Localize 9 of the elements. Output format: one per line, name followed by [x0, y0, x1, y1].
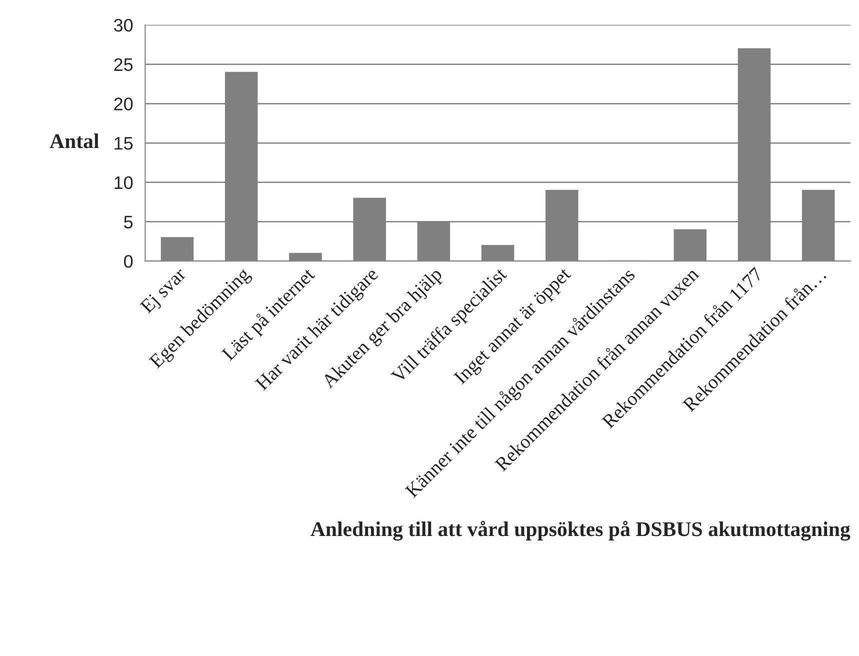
y-tick-label: 10	[114, 176, 133, 190]
y-tick-label: 30	[114, 18, 133, 32]
y-tick-label: 25	[114, 58, 133, 72]
y-axis-title: Antal	[50, 134, 99, 148]
x-axis-title: Anledning till att vård uppsöktes på DSBUS akutmottagning	[310, 520, 850, 541]
y-tick-label: 20	[114, 98, 133, 110]
y-tick-label: 0	[124, 255, 133, 268]
y-tick-label: 5	[124, 216, 133, 228]
y-tick-label: 15	[114, 137, 133, 150]
